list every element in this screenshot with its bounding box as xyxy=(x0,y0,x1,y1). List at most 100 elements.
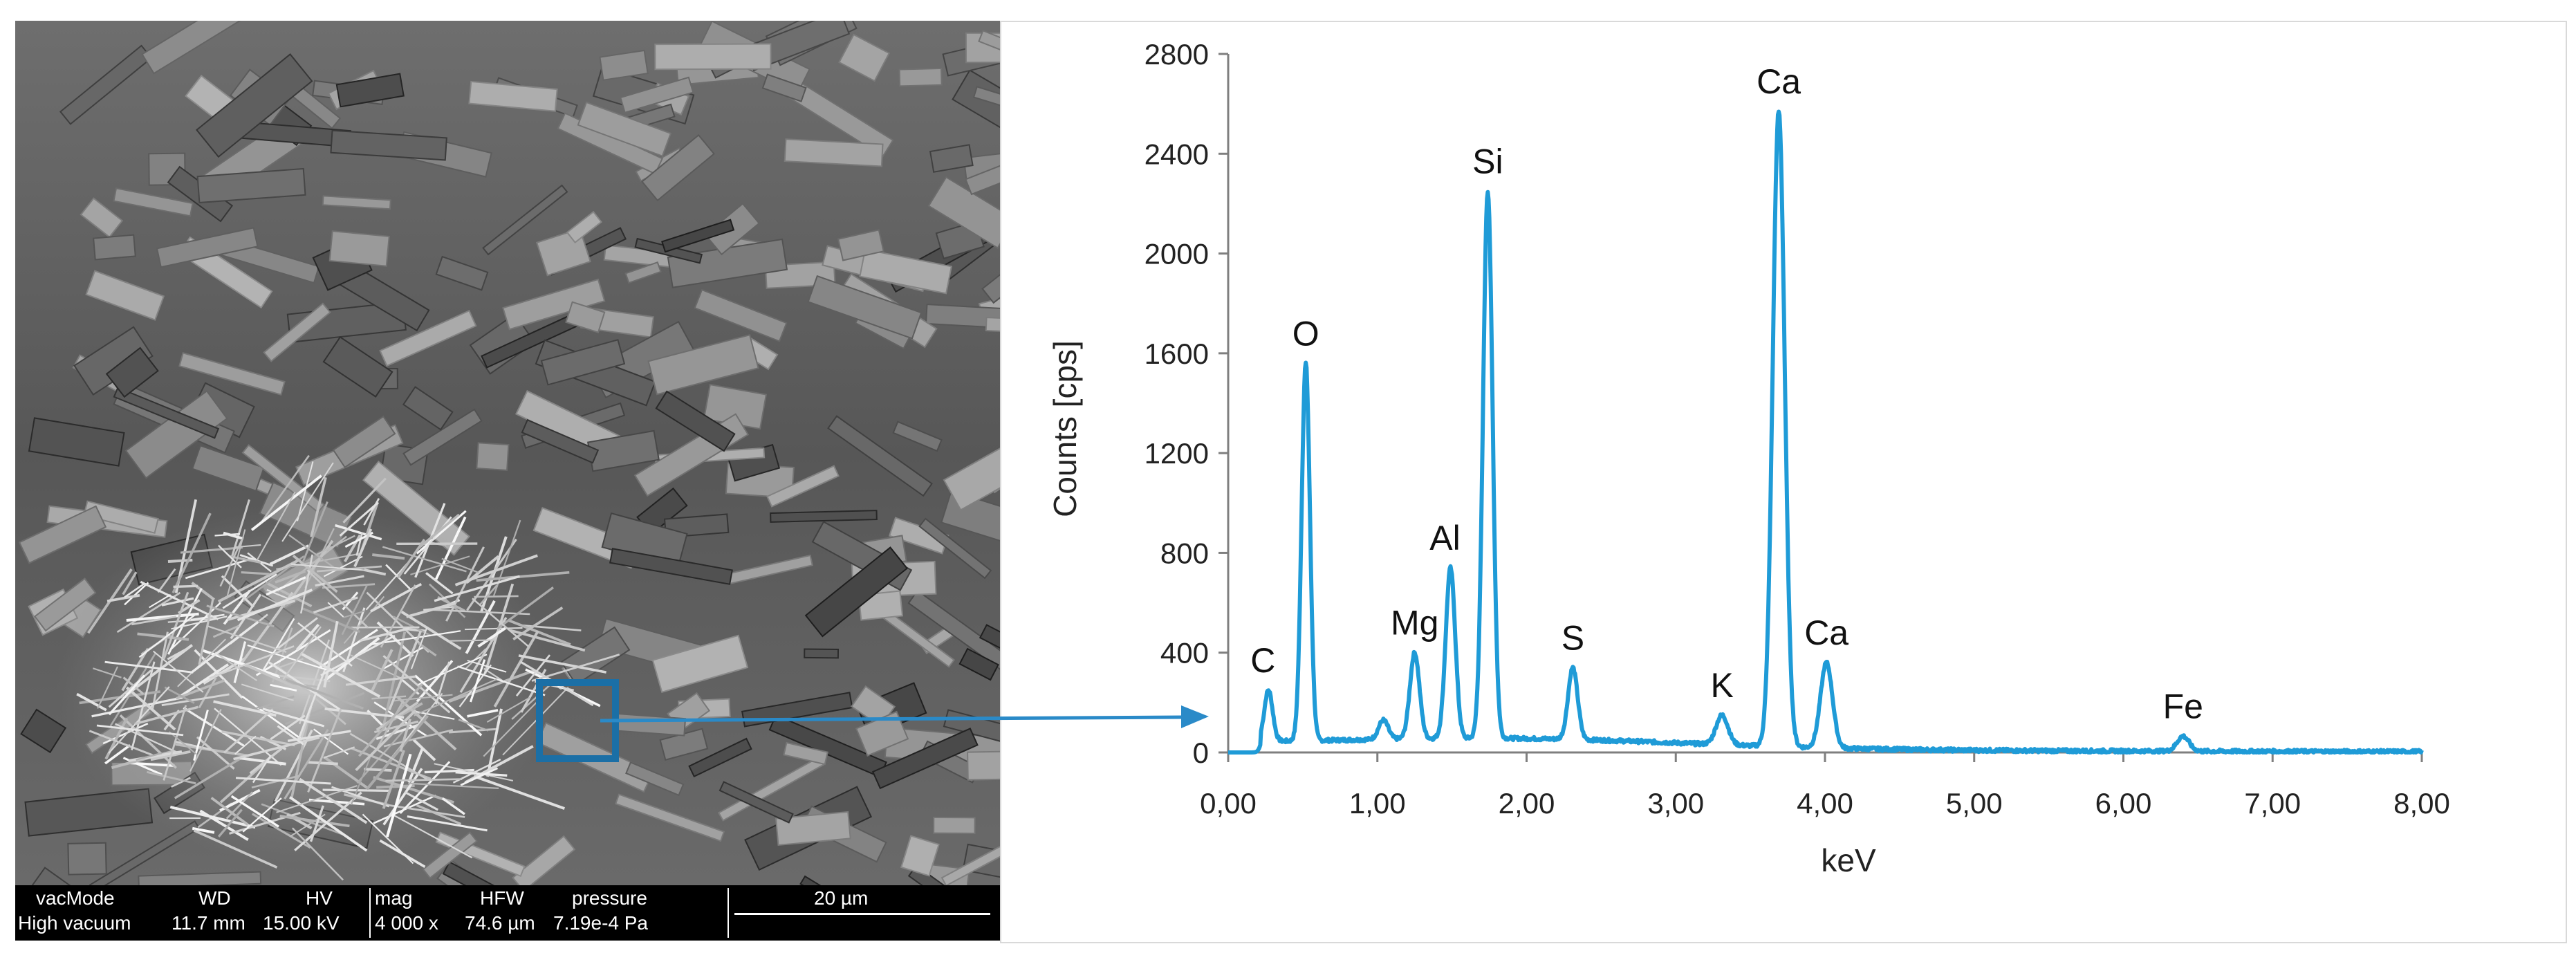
sem-plate xyxy=(654,43,772,71)
sem-needle xyxy=(469,659,486,703)
sem-needle xyxy=(410,627,428,669)
sem-needle xyxy=(243,663,311,695)
sem-plate xyxy=(943,434,1000,511)
sem-needle xyxy=(250,474,322,531)
sem-needle xyxy=(355,532,364,556)
sem-plate xyxy=(925,304,1000,331)
sem-needle xyxy=(502,686,569,756)
sem-plate xyxy=(958,647,999,681)
sem-needle xyxy=(412,739,436,761)
x-tick-label: 3,00 xyxy=(1647,787,1704,820)
sem-needle xyxy=(207,625,287,654)
sem-needle xyxy=(362,813,414,864)
sem-needle xyxy=(457,665,546,696)
sem-plate xyxy=(661,219,735,253)
sem-needle xyxy=(277,617,318,649)
sem-needle xyxy=(407,815,488,832)
sem-needle xyxy=(385,753,412,838)
sem-plate xyxy=(402,408,483,466)
sem-needle xyxy=(124,583,145,598)
sem-needle xyxy=(441,797,465,815)
sem-needle xyxy=(190,613,225,621)
sem-plate xyxy=(20,708,67,754)
sem-plate xyxy=(435,255,489,291)
sem-plate xyxy=(804,648,840,659)
sem-plate xyxy=(940,820,1000,885)
y-axis-label: Counts [cps] xyxy=(1047,340,1083,517)
sem-needle xyxy=(169,602,221,651)
sem-plate xyxy=(263,302,331,362)
sem-needle xyxy=(315,575,364,587)
sem-needle xyxy=(372,553,405,560)
sem-needle xyxy=(96,724,184,737)
sem-needle xyxy=(301,607,360,633)
sem-plate xyxy=(655,390,736,452)
sem-needle xyxy=(121,647,149,692)
sem-plate xyxy=(929,144,974,173)
sem-needle xyxy=(382,768,423,826)
sem-label-hfw: HFW xyxy=(480,887,524,909)
sem-plate xyxy=(93,234,136,261)
y-tick-label: 400 xyxy=(1160,637,1209,669)
sem-value-vacmode: High vacuum xyxy=(18,912,131,934)
sem-databar-separator xyxy=(369,888,371,938)
sem-needle xyxy=(407,748,424,784)
sem-needle xyxy=(136,752,163,761)
sem-needle xyxy=(167,647,189,660)
sem-needle xyxy=(497,586,555,630)
sem-needle xyxy=(210,797,249,826)
sem-databar-labels: vacMode WD HV mag HFW pressure 20 µm xyxy=(15,887,1000,912)
sem-needle xyxy=(380,584,416,648)
sem-needle xyxy=(237,589,313,622)
sem-needle xyxy=(131,616,177,626)
sem-needle-crystals xyxy=(76,454,620,881)
sem-needle xyxy=(410,555,470,575)
sem-plate xyxy=(761,73,807,102)
sem-needle xyxy=(167,587,203,655)
sem-plate xyxy=(577,101,672,157)
sem-plate xyxy=(328,230,390,267)
sem-needle xyxy=(417,642,437,657)
sem-needle xyxy=(341,584,369,636)
sem-needle xyxy=(396,696,457,751)
peak-labels: C O Mg Al Si S K Ca Ca Fe xyxy=(1250,62,2203,726)
sem-plate xyxy=(560,626,631,686)
sem-needle xyxy=(365,714,429,790)
sem-needle xyxy=(520,624,582,631)
sem-needle xyxy=(384,804,465,818)
sem-needle xyxy=(222,573,277,609)
sem-needle xyxy=(164,686,195,704)
sem-needle xyxy=(414,674,483,737)
sem-needle xyxy=(302,501,328,562)
sem-plate xyxy=(599,49,649,81)
sem-needle xyxy=(416,654,488,686)
sem-needle xyxy=(241,695,303,741)
sem-needle xyxy=(400,692,443,748)
chart-axes xyxy=(1218,53,2423,762)
sem-needle xyxy=(400,611,462,650)
sem-plate xyxy=(67,842,107,876)
sem-plate xyxy=(978,30,1000,53)
sem-needle xyxy=(157,568,176,593)
peak-label-s: S xyxy=(1562,618,1584,657)
sem-needle xyxy=(161,693,230,707)
sem-needle xyxy=(266,576,306,596)
sem-needle xyxy=(217,558,300,603)
sem-needle xyxy=(327,602,344,618)
sem-needle xyxy=(365,563,408,611)
sem-needle xyxy=(335,524,382,541)
sem-needle xyxy=(343,595,385,644)
sem-label-vacmode: vacMode xyxy=(36,887,115,909)
sem-needle xyxy=(122,571,138,595)
sem-plate xyxy=(898,67,943,87)
sem-needle xyxy=(261,618,295,674)
sem-needle xyxy=(247,645,327,671)
sem-needle xyxy=(397,539,426,579)
sem-needle xyxy=(406,602,456,618)
sem-needle xyxy=(217,808,243,838)
sem-needle xyxy=(339,501,379,537)
sem-plate xyxy=(804,546,909,638)
sem-needle xyxy=(299,639,331,725)
sem-needle xyxy=(448,669,535,703)
sem-needle xyxy=(371,695,407,700)
